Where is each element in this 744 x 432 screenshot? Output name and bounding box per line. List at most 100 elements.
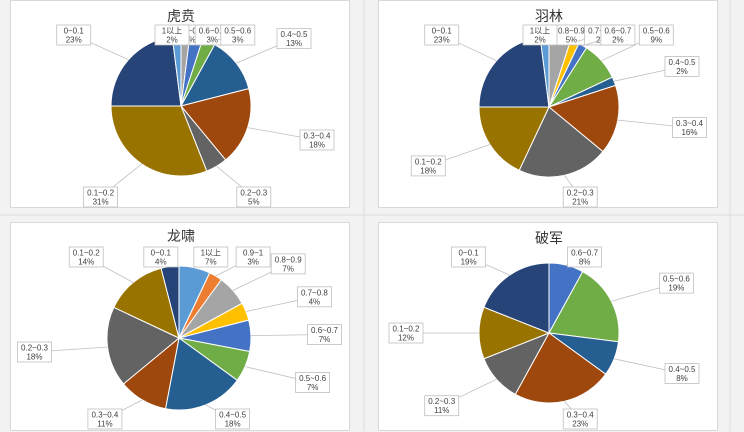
pie-chart-hu-ben: 虎贲 0.8~0.92%0.6~0.73%0.5~0.63%0.4~0.513%… [56, 8, 335, 208]
data-label-value: 18% [26, 353, 42, 362]
data-label-box [17, 341, 52, 363]
pie-slice[interactable] [180, 87, 252, 161]
data-label-value: 9% [651, 36, 663, 45]
data-label-value: 14% [78, 258, 94, 267]
pie-slice[interactable] [514, 332, 607, 404]
data-label-box [236, 186, 272, 208]
data-label-box [235, 246, 271, 268]
data-label-category: 0.6~0.7 [311, 326, 338, 335]
data-label-category: 0.1~0.2 [87, 189, 114, 198]
pie-slice[interactable] [518, 106, 604, 178]
data-label-box [215, 408, 251, 430]
data-label-box [567, 246, 603, 268]
data-label-value: 11% [97, 420, 112, 429]
data-label-box [68, 246, 104, 268]
chart-panel-yu-lin[interactable]: 羽林 0.8~0.95%0.7~0.82%0.6~0.72%0.5~0.69%0… [378, 0, 718, 208]
data-label-category: 0.6~0.7 [199, 27, 226, 36]
data-label-value: 8% [579, 258, 591, 267]
data-label-category: 0.7~0.8 [301, 288, 328, 297]
data-label-box [562, 186, 598, 208]
data-label-category: 0.9~1 [243, 249, 264, 258]
data-label-category: 0~0.1 [432, 27, 453, 36]
data-label-category: 0.4~0.5 [669, 58, 696, 67]
data-label-box [451, 246, 486, 268]
data-label-box [672, 117, 707, 138]
data-label-value: 11% [434, 406, 449, 415]
data-label-value: 5% [248, 198, 260, 207]
data-label-value: 2% [184, 36, 196, 45]
data-label-box [600, 24, 636, 46]
pie-chart-po-jun: 破军 0.6~0.78%0.5~0.619%0.4~0.58%0.3~0.423… [388, 230, 700, 430]
data-label-value: 4% [155, 258, 167, 267]
data-label-value: 3% [232, 36, 244, 45]
pie-slice[interactable] [548, 270, 620, 343]
pie-slice[interactable] [110, 35, 182, 107]
data-label-category: 0~0.1 [64, 27, 85, 36]
data-label-value: 18% [225, 420, 241, 429]
data-label-category: 0.6~0.7 [571, 249, 598, 258]
data-label-category: 0.8~0.9 [177, 27, 204, 36]
data-label-category: 0~0.1 [151, 249, 172, 258]
data-label-box [83, 186, 118, 208]
data-label-box [424, 395, 460, 417]
data-label-category: 0.8~0.9 [275, 255, 302, 264]
data-label-box [270, 253, 306, 275]
data-label-box [276, 28, 312, 50]
data-label-value: 31% [93, 198, 109, 207]
chart-panel-long-xiao[interactable]: 龙啸 1以上 7% 0.9~1 3% 0.8~0.9 7% 0.7~0.8 4% 0.6~0.7… [10, 222, 350, 431]
data-label-category: 0.4~0.5 [219, 411, 246, 420]
data-label-category: 0.5~0.6 [224, 27, 251, 36]
data-label-box [220, 24, 256, 46]
data-label-category: 0.2~0.3 [567, 189, 594, 198]
data-label-category: 0.1~0.2 [73, 249, 100, 258]
pie-slice[interactable] [113, 267, 180, 339]
data-label-value: 21% [572, 198, 588, 207]
data-label-category: 0.1~0.2 [415, 157, 442, 166]
data-label-box [424, 24, 460, 46]
chart-panel-po-jun[interactable]: 破军 0.6~0.7 8% 0.5~0.6 19% 0.4~0.5 8% 0.3~0.4 23… [378, 222, 718, 431]
data-label-category: 0.3~0.4 [676, 119, 703, 128]
data-label-value: 2% [612, 36, 624, 45]
pie-slice[interactable] [478, 36, 550, 108]
data-label-box [522, 24, 558, 46]
data-label-value: 19% [668, 284, 684, 293]
chart-title: 破军 [535, 230, 563, 246]
pie-chart-yu-lin: 羽林 0.8~0.95%0.7~0.82%0.6~0.72%0.5~0.69%0… [410, 8, 707, 208]
data-label-value: 8% [676, 374, 688, 383]
data-label-box [143, 246, 179, 268]
data-label-category: 0.2~0.3 [21, 344, 48, 353]
data-label-box [658, 272, 694, 294]
data-label-box [410, 155, 446, 177]
data-label-value: 2% [166, 36, 178, 45]
data-label-box [664, 56, 700, 77]
data-label-category: 0.3~0.4 [304, 132, 331, 141]
data-label-value: 16% [681, 128, 697, 137]
chart-panel-hu-ben[interactable]: 虎贲 0.8~0.9 2% 0.6~0.7 3% 0.5~0.6 3% 0.4~0.5 13%… [10, 0, 350, 208]
data-label-value: 4% [309, 297, 321, 306]
data-label-box [296, 286, 332, 308]
data-label-value: 23% [434, 36, 450, 45]
data-label-value: 19% [461, 258, 477, 267]
data-label-value: 7% [319, 335, 331, 344]
data-label-box [638, 24, 674, 46]
data-label-box [295, 372, 331, 393]
data-label-category: 1以上 [162, 27, 182, 36]
data-label-value: 13% [286, 39, 302, 48]
data-label-box [664, 363, 700, 384]
data-label-value: 7% [282, 264, 294, 273]
data-label-value: 7% [205, 258, 217, 267]
data-label-value: 3% [247, 258, 259, 267]
data-label-category: 0.2~0.3 [240, 189, 267, 198]
data-label-box [388, 322, 424, 344]
pie-slice[interactable] [547, 84, 620, 153]
data-label-category: 0.4~0.5 [281, 30, 308, 39]
data-label-category: 0~0.1 [458, 249, 479, 258]
data-label-value: 18% [309, 141, 325, 150]
data-label-category: 0.3~0.4 [91, 411, 118, 420]
data-label-box [56, 24, 92, 46]
data-label-category: 0.5~0.6 [643, 27, 670, 36]
chart-title: 龙啸 [167, 228, 195, 244]
data-label-category: 1以上 [530, 27, 550, 36]
